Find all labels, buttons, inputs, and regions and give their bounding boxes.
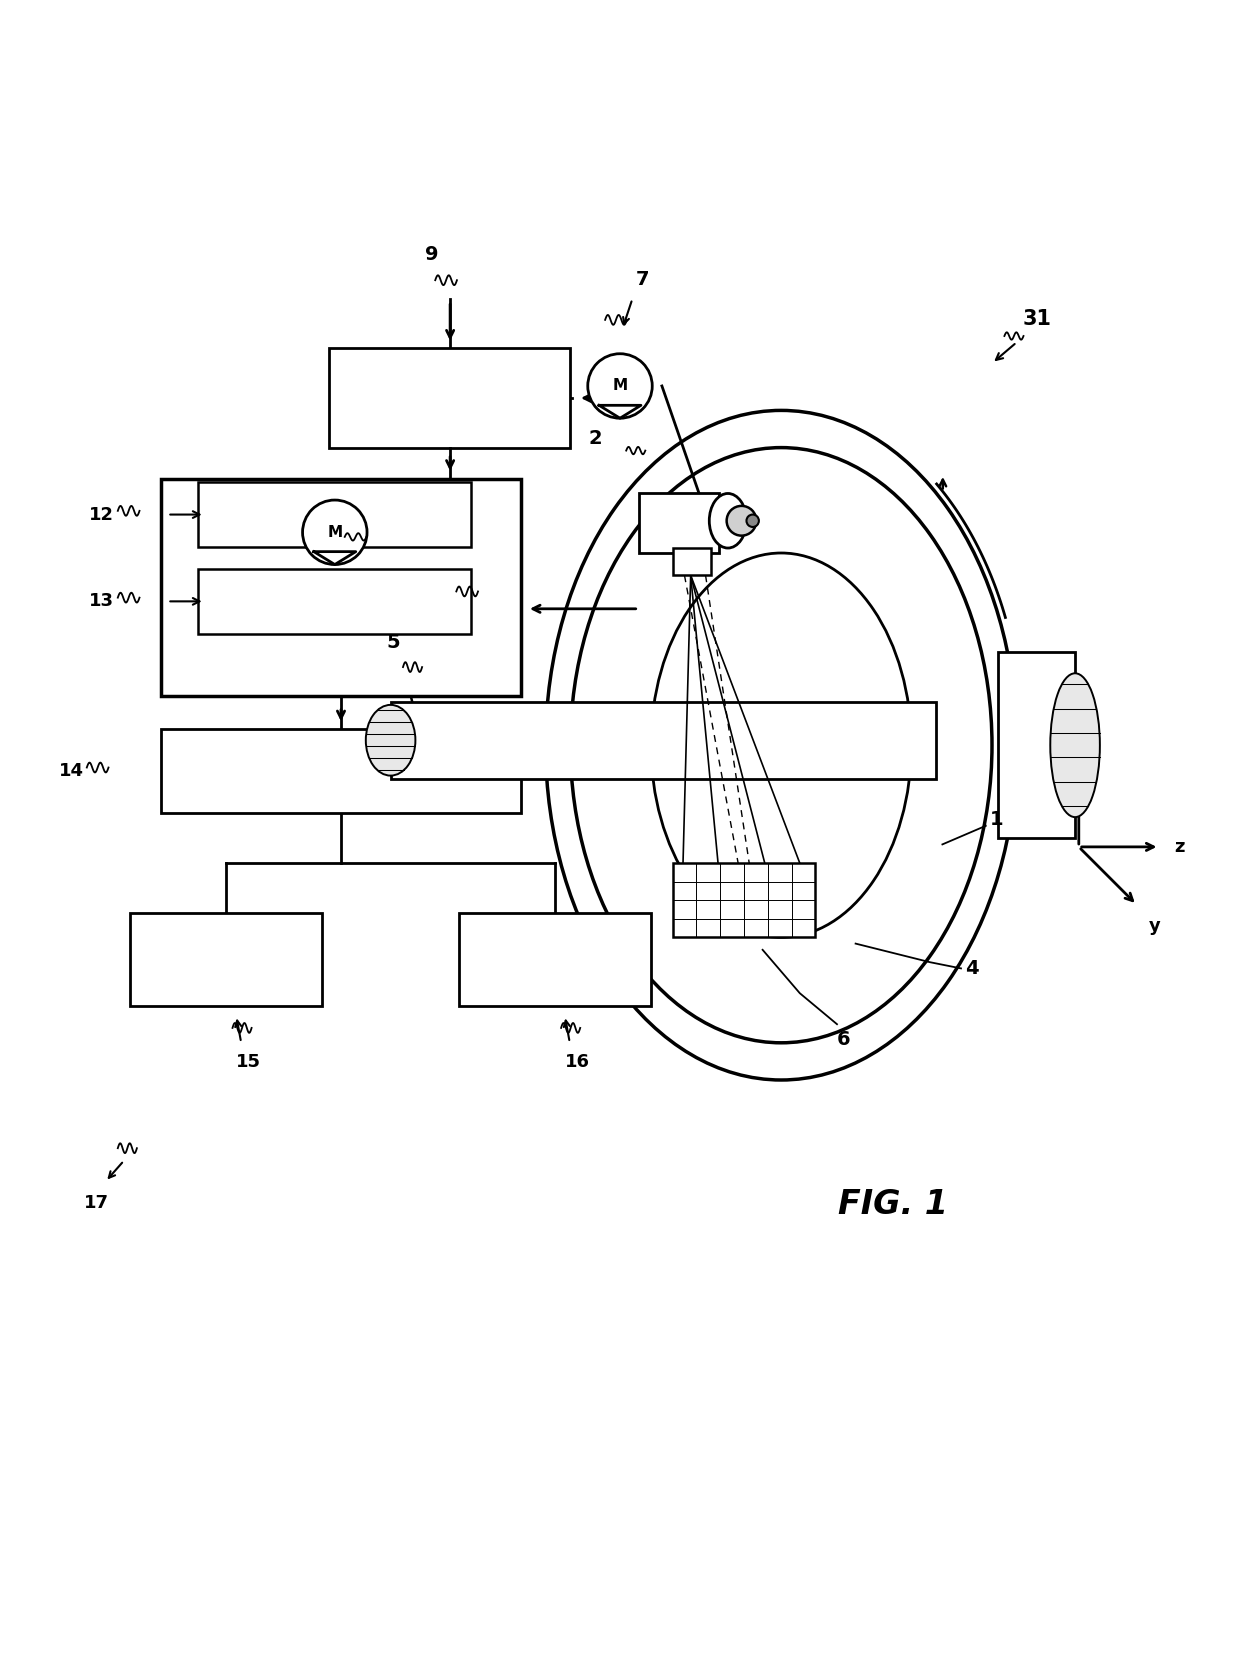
Bar: [161, 729, 521, 814]
Text: 8: 8: [387, 514, 401, 534]
Bar: [391, 702, 936, 779]
Text: 12: 12: [89, 506, 114, 524]
Circle shape: [727, 506, 756, 536]
Circle shape: [303, 501, 367, 564]
Ellipse shape: [546, 411, 1017, 1080]
Text: M: M: [327, 524, 342, 539]
Text: 31: 31: [1023, 308, 1052, 328]
Bar: [639, 494, 719, 552]
Text: 13: 13: [89, 592, 114, 611]
Text: y: y: [1149, 917, 1161, 935]
Circle shape: [588, 354, 652, 418]
Bar: [672, 864, 816, 937]
Bar: [198, 483, 471, 547]
Text: z: z: [1174, 839, 1184, 855]
Circle shape: [746, 514, 759, 527]
Text: 17: 17: [84, 1195, 109, 1211]
Bar: [198, 569, 471, 634]
Ellipse shape: [709, 494, 746, 547]
Bar: [998, 652, 1075, 839]
Text: 5: 5: [387, 634, 399, 652]
Text: 9: 9: [425, 245, 438, 265]
Polygon shape: [599, 406, 641, 418]
Bar: [130, 912, 322, 1005]
Text: x: x: [1073, 734, 1085, 752]
Text: 15: 15: [236, 1053, 262, 1070]
Ellipse shape: [1050, 674, 1100, 817]
Polygon shape: [314, 552, 356, 564]
Text: 6: 6: [837, 1030, 851, 1050]
Text: M: M: [613, 378, 627, 393]
Ellipse shape: [651, 552, 911, 937]
Bar: [161, 479, 521, 696]
Ellipse shape: [570, 448, 992, 1043]
Text: FIG. 1: FIG. 1: [838, 1188, 947, 1220]
Text: R: R: [465, 612, 480, 631]
Bar: [459, 912, 651, 1005]
Bar: [673, 547, 711, 576]
Text: 1: 1: [990, 810, 1003, 829]
Text: 2: 2: [589, 429, 601, 448]
Bar: [329, 348, 570, 448]
Text: 16: 16: [564, 1053, 590, 1070]
Text: 4: 4: [965, 958, 978, 978]
Ellipse shape: [366, 706, 415, 775]
Text: 14: 14: [60, 762, 84, 780]
Text: 7: 7: [636, 270, 649, 290]
